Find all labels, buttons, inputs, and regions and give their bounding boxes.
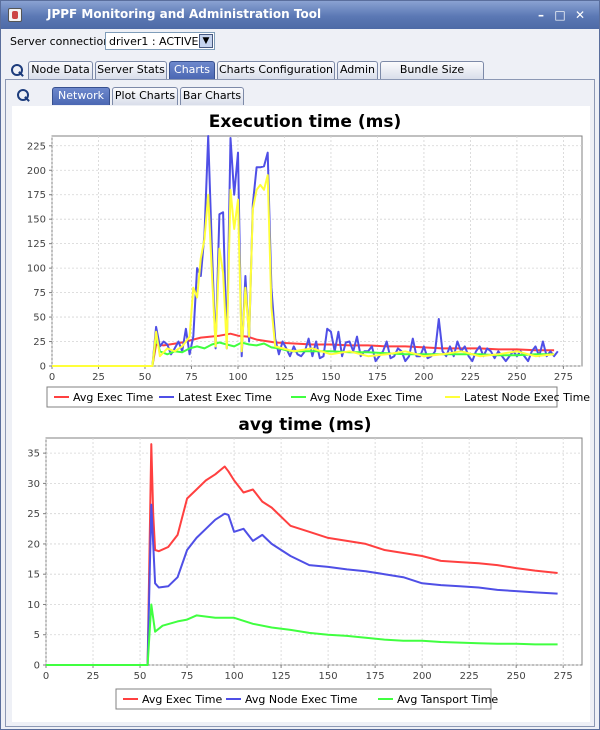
x-tick-label: 75	[181, 671, 194, 682]
charts-panel: Network Plot Charts Bar Charts Execution…	[5, 79, 595, 727]
y-tick-label: 175	[27, 190, 46, 201]
chevron-down-icon[interactable]: ▼	[199, 34, 213, 48]
y-tick-label: 30	[27, 479, 40, 490]
tab-server-stats[interactable]: Server Stats	[95, 61, 167, 79]
legend-label: Avg Exec Time	[142, 693, 222, 706]
window-title: JPPF Monitoring and Administration Tool	[47, 7, 322, 21]
chart-title: avg time (ms)	[238, 415, 371, 435]
tab-admin[interactable]: Admin	[337, 61, 378, 79]
tab-node-data[interactable]: Node Data	[28, 61, 93, 79]
tab-plot-charts[interactable]: Plot Charts	[112, 87, 178, 105]
y-tick-label: 5	[34, 630, 40, 641]
x-tick-label: 175	[368, 372, 387, 383]
tab-label: Node Data	[31, 63, 90, 76]
server-connection-select[interactable]: driver1 : ACTIVE ▼	[105, 32, 215, 50]
x-tick-label: 75	[185, 372, 198, 383]
x-tick-label: 200	[414, 372, 433, 383]
x-tick-label: 100	[225, 671, 244, 682]
maximize-icon[interactable]: □	[554, 8, 566, 22]
title-bar[interactable]: JPPF Monitoring and Administration Tool …	[1, 1, 599, 29]
minimize-icon[interactable]: –	[538, 8, 544, 22]
tab-charts-configuration[interactable]: Charts Configuration	[217, 61, 335, 79]
close-icon[interactable]: ✕	[574, 8, 586, 22]
sub-tabs: Network Plot Charts Bar Charts	[6, 87, 594, 105]
x-tick-label: 250	[507, 671, 526, 682]
legend-label: Avg Exec Time	[73, 391, 153, 404]
series-line	[46, 443, 558, 666]
main-tabs: Node Data Server Stats Charts Charts Con…	[1, 61, 599, 92]
tab-label: Charts	[174, 63, 210, 76]
plot-area	[51, 135, 583, 367]
tab-label: Server Stats	[97, 63, 165, 76]
chart-title: Execution time (ms)	[209, 112, 401, 132]
java-cup-icon	[8, 8, 22, 22]
x-tick-label: 50	[139, 372, 152, 383]
y-tick-label: 15	[27, 570, 40, 581]
execution-time-chart: Execution time (ms) 0 25 50 75 100 125 150 175 20…	[12, 106, 590, 416]
y-tick-label: 225	[27, 141, 46, 152]
avg-time-chart-svg: avg time (ms)0 25 50 75 100 125 150 175 200 225 25…	[27, 415, 583, 710]
tab-charts[interactable]: Charts	[169, 61, 215, 79]
y-tick-label: 100	[27, 264, 46, 275]
tab-label: Charts Configuration	[218, 63, 334, 76]
server-connection-label: Server connection	[10, 35, 111, 48]
x-tick-label: 225	[460, 671, 479, 682]
y-tick-label: 0	[34, 661, 40, 672]
connection-bar: Server connection driver1 : ACTIVE ▼	[1, 29, 599, 55]
x-tick-label: 275	[554, 671, 573, 682]
tab-label: Network	[58, 89, 104, 102]
x-tick-label: 150	[321, 372, 340, 383]
x-tick-label: 275	[554, 372, 573, 383]
avg-time-chart: avg time (ms) 0 25 50 75 100 125 150 175 200 225 25…	[12, 414, 590, 722]
y-tick-label: 20	[27, 539, 40, 550]
series-line	[46, 603, 558, 666]
search-icon	[16, 88, 30, 102]
tab-label: Admin	[339, 63, 376, 76]
legend-box	[115, 688, 492, 710]
x-tick-label: 0	[43, 671, 49, 682]
tab-bundle-size-tuning[interactable]: Bundle Size Tuning	[380, 61, 484, 92]
x-tick-label: 150	[319, 671, 338, 682]
tab-bar-charts[interactable]: Bar Charts	[180, 87, 244, 105]
y-tick-label: 10	[27, 600, 40, 611]
x-tick-label: 100	[228, 372, 247, 383]
x-tick-label: 125	[275, 372, 294, 383]
server-connection-value: driver1 : ACTIVE	[109, 35, 199, 48]
series-line	[46, 503, 558, 666]
legend-label: Avg Node Exec Time	[310, 391, 423, 404]
y-tick-label: 25	[33, 337, 46, 348]
x-tick-label: 225	[461, 372, 480, 383]
x-tick-label: 25	[87, 671, 100, 682]
tab-label: Bar Charts	[182, 89, 242, 102]
execution-time-chart-svg: Execution time (ms) 0 25 50 75 100 125 150 175 20…	[27, 112, 590, 408]
x-tick-label: 200	[413, 671, 432, 682]
y-tick-label: 200	[27, 166, 46, 177]
x-tick-label: 50	[134, 671, 147, 682]
plot-area	[45, 437, 583, 666]
y-tick-label: 125	[27, 239, 46, 250]
y-tick-label: 150	[27, 215, 46, 226]
series-line	[52, 174, 555, 367]
y-tick-label: 75	[33, 288, 46, 299]
y-tick-label: 0	[40, 362, 46, 373]
y-tick-label: 25	[27, 509, 40, 520]
legend-label: Avg Node Exec Time	[245, 693, 358, 706]
legend-label: Latest Exec Time	[178, 391, 272, 404]
x-tick-label: 0	[49, 372, 55, 383]
x-tick-label: 25	[92, 372, 105, 383]
x-tick-label: 250	[507, 372, 526, 383]
x-tick-label: 125	[272, 671, 291, 682]
legend-label: Avg Tansport Time	[397, 693, 498, 706]
tab-label: Plot Charts	[114, 89, 176, 102]
x-tick-label: 175	[366, 671, 385, 682]
search-icon	[10, 63, 24, 77]
y-tick-label: 35	[27, 449, 40, 460]
legend-label: Latest Node Exec Time	[464, 391, 590, 404]
tab-network[interactable]: Network	[52, 87, 110, 105]
y-tick-label: 50	[33, 313, 46, 324]
